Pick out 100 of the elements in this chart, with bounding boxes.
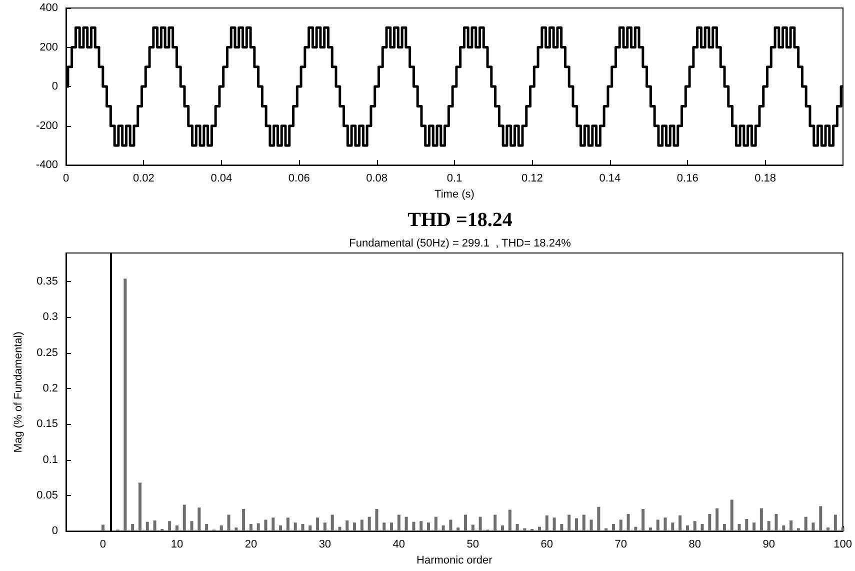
y-tick-label: 0 [52,525,58,538]
bar [390,522,394,532]
chart-subtitle: Fundamental (50Hz) = 299.1 , THD= 18.24% [349,238,572,250]
y-tick-label: 0 [52,80,58,93]
bar [146,522,149,532]
bar [227,514,230,532]
x-tick-label: 0 [100,538,106,551]
bar [597,506,600,532]
y-tick-label: 0.15 [36,418,58,430]
x-tick-label: 0.08 [366,172,388,185]
bar [568,514,571,532]
x-tick-label: 90 [762,538,775,551]
x-axis-title: Time (s) [434,188,474,200]
bar [131,524,134,532]
bar [738,524,741,532]
y-tick-label: 0.05 [36,489,58,502]
bar [745,518,748,532]
bar [330,514,334,532]
x-tick-label: 0 [62,172,70,185]
bar [648,528,652,532]
bar [678,515,682,532]
bar [168,521,172,532]
bar [804,516,808,532]
bar [708,514,712,532]
bar [612,524,615,532]
x-tick-label: 20 [244,538,258,551]
bar [530,528,534,532]
bar [716,508,719,532]
y-axis-title: Mag (% of Fundamental) [12,332,24,453]
bar [464,514,468,532]
bar [508,510,512,532]
bar [796,528,800,532]
x-tick-label: 50 [466,538,480,551]
bar [346,520,349,532]
bar [626,514,630,532]
bar [790,520,793,532]
chart-title: THD =18.24 [408,209,512,231]
bar [693,521,696,532]
y-tick-label: -400 [36,159,58,172]
bar [730,500,734,532]
bar [574,518,578,532]
bar [434,516,438,532]
bar [153,520,156,532]
y-tick-label: 0.2 [42,382,58,394]
x-tick-label: 0.18 [754,172,776,185]
bar [752,522,756,532]
bar [722,524,726,532]
bar [138,482,142,532]
bar [442,525,445,532]
bar [397,514,400,532]
bar [382,522,386,532]
y-tick-label: 0.3 [42,311,58,324]
y-tick-label: 0.35 [36,276,58,288]
bar [656,520,660,532]
bar [494,514,497,532]
bar [552,518,556,532]
bar [404,516,408,532]
y-tick-label: -200 [36,120,58,132]
y-tick-label: 400 [40,2,58,14]
x-tick-label: 0.1 [446,172,462,185]
y-tick-label: 0.25 [36,346,58,359]
x-tick-label: 40 [392,538,406,551]
bar [198,508,201,532]
bar [619,520,622,532]
bar [501,525,504,532]
bar [819,506,822,532]
x-tick-label: 70 [614,538,627,551]
x-tick-label: 0.06 [288,172,310,185]
bar [664,518,667,532]
x-tick-label: 0.02 [132,172,154,185]
bar [368,516,371,532]
bar [301,524,304,532]
bar [478,516,482,532]
bar [545,515,548,532]
x-tick-label: 80 [688,538,701,551]
bar [353,522,356,532]
bar [124,278,127,532]
y-tick-label: 0.1 [42,454,58,466]
bar [242,508,246,532]
bar [560,524,564,532]
x-tick-label: 0.04 [210,172,232,185]
x-tick-label: 0.12 [521,172,543,185]
bar [834,514,837,532]
bar [220,525,223,532]
bar [360,520,364,532]
bar [767,521,770,532]
bar [700,524,704,532]
bar [323,522,326,532]
bar [774,514,778,532]
bar [294,522,297,532]
bar [782,525,786,532]
bar [160,528,164,532]
bar [420,521,423,532]
bar [427,522,430,532]
bar [456,528,460,532]
bar [279,525,282,532]
bar [316,518,320,532]
bar [286,518,290,532]
bar [308,525,312,532]
bar [642,508,645,532]
